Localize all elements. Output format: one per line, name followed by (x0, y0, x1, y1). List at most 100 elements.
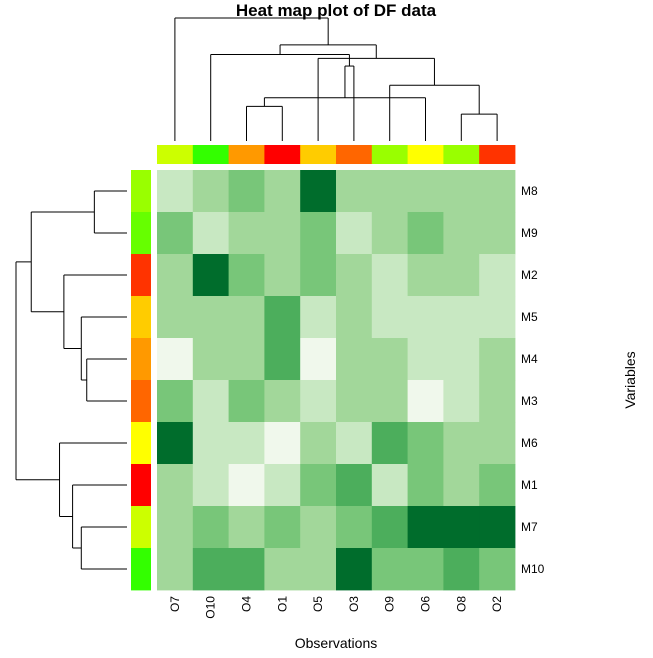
heatmap-cell (407, 464, 444, 507)
heatmap-cell (228, 338, 265, 381)
heatmap-cell (407, 170, 444, 213)
heatmap-cell (300, 380, 337, 423)
heatmap-cell (407, 212, 444, 255)
heatmap-cell (371, 254, 408, 297)
heatmap-cell (371, 170, 408, 213)
chart-title: Heat map plot of DF data (236, 1, 437, 20)
column-side-color (371, 145, 408, 164)
row-side-color (131, 422, 151, 465)
heatmap-cell (300, 464, 337, 507)
heatmap-cell (264, 254, 301, 297)
heatmap-cell (228, 506, 265, 549)
heatmap-cell (157, 548, 194, 591)
heatmap-cell (192, 170, 229, 213)
heatmap-cell (264, 296, 301, 339)
heatmap-cell (407, 548, 444, 591)
row-side-color-bar (131, 170, 151, 591)
heatmap-cell (443, 212, 480, 255)
heatmap-cell (336, 212, 373, 255)
heatmap-cell (300, 506, 337, 549)
heatmap-cell (336, 464, 373, 507)
row-label: M2 (521, 268, 538, 282)
column-label: O5 (311, 596, 325, 612)
heatmap-cell (371, 212, 408, 255)
heatmap-cell (157, 254, 194, 297)
y-axis-label: Variables (622, 351, 638, 408)
column-side-color (443, 145, 480, 164)
heatmap-cell (479, 170, 516, 213)
row-label: M6 (521, 436, 538, 450)
column-side-color-bar (157, 145, 516, 164)
heatmap-cell (479, 548, 516, 591)
heatmap-cells (157, 170, 516, 591)
row-dendrogram (15, 190, 127, 570)
heatmap-cell (371, 464, 408, 507)
heatmap-cell (407, 254, 444, 297)
row-label: M1 (521, 478, 538, 492)
heatmap-cell (157, 212, 194, 255)
row-label: M8 (521, 184, 538, 198)
heatmap-cell (479, 296, 516, 339)
heatmap-cell (157, 296, 194, 339)
heatmap-cell (407, 338, 444, 381)
row-side-color (131, 548, 151, 591)
heatmap-cell (336, 506, 373, 549)
heatmap-cell (336, 422, 373, 465)
row-side-color (131, 506, 151, 549)
row-side-color (131, 338, 151, 381)
heatmap-cell (228, 296, 265, 339)
heatmap-cell (228, 254, 265, 297)
row-side-color (131, 212, 151, 255)
heatmap-cell (192, 548, 229, 591)
column-label: O8 (454, 596, 468, 612)
row-label: M5 (521, 310, 538, 324)
heatmap-cell (407, 422, 444, 465)
row-side-color (131, 464, 151, 507)
row-labels: M8 M9 M2 M5 M4 M3 M6 M1 M7 M10 (521, 184, 545, 576)
column-side-color (264, 145, 301, 164)
row-side-color (131, 254, 151, 297)
heatmap-cell (228, 212, 265, 255)
row-side-color (131, 296, 151, 339)
heatmap-cell (479, 254, 516, 297)
row-side-color (131, 380, 151, 423)
heatmap-cell (157, 506, 194, 549)
column-label: O6 (419, 596, 433, 612)
heatmap-cell (264, 422, 301, 465)
heatmap-cell (479, 338, 516, 381)
x-axis-label: Observations (295, 635, 377, 651)
column-label: O2 (490, 596, 504, 612)
column-label: O10 (204, 596, 218, 619)
heatmap-cell (479, 464, 516, 507)
column-side-color (407, 145, 444, 164)
heatmap-cell (157, 170, 194, 213)
heatmap-cell (336, 338, 373, 381)
heatmap-cell (371, 506, 408, 549)
heatmap-cell (443, 422, 480, 465)
heatmap-cell (443, 296, 480, 339)
heatmap-cell (443, 254, 480, 297)
heatmap-cell (336, 380, 373, 423)
column-side-color (228, 145, 265, 164)
row-label: M10 (521, 562, 545, 576)
column-label: O9 (383, 596, 397, 612)
heatmap-cell (157, 338, 194, 381)
heatmap-cell (192, 422, 229, 465)
heatmap-cell (157, 464, 194, 507)
heatmap-cell (228, 464, 265, 507)
heatmap-cell (264, 212, 301, 255)
column-label: O3 (347, 596, 361, 612)
heatmap-cell (336, 254, 373, 297)
heatmap-cell (264, 380, 301, 423)
heatmap-cell (264, 464, 301, 507)
heatmap-cell (264, 506, 301, 549)
heatmap-cell (157, 422, 194, 465)
heatmap-cell (300, 422, 337, 465)
heatmap-cell (192, 212, 229, 255)
column-side-color (479, 145, 516, 164)
heatmap-cell (407, 506, 444, 549)
column-side-color (192, 145, 229, 164)
heatmap-cell (371, 548, 408, 591)
heatmap-cell (407, 296, 444, 339)
